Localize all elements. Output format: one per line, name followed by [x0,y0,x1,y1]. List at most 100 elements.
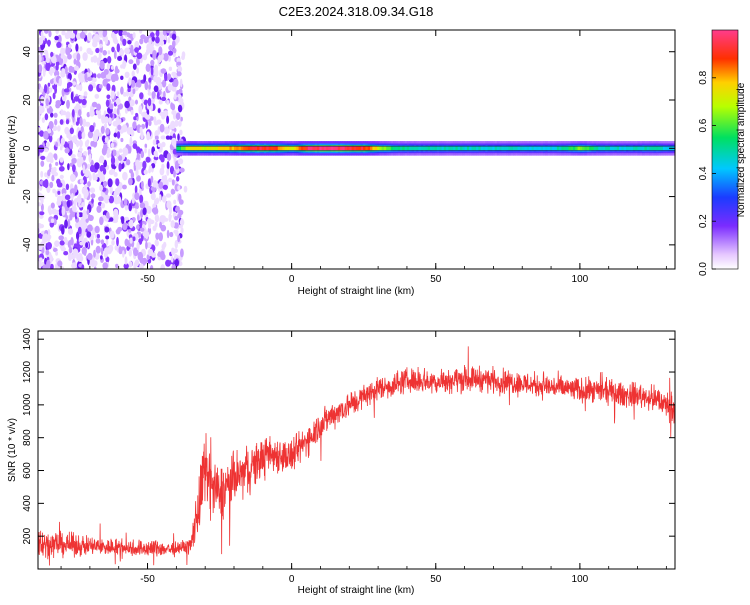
noise-speckle [159,123,165,133]
noise-speckle [153,116,157,124]
noise-speckle [171,110,177,116]
noise-speckle [78,219,84,226]
noise-speckle [89,164,96,173]
noise-speckle [180,227,184,234]
noise-speckle [77,226,82,235]
noise-speckle [155,30,160,38]
noise-speckle [72,135,77,144]
noise-speckle [45,141,50,148]
noise-speckle [45,98,49,107]
noise-speckle [77,255,84,262]
x-tick-label: 100 [572,274,589,285]
signal-band-cell [556,146,560,151]
noise-speckle [102,50,107,56]
signal-band-cell [356,146,359,151]
signal-band-cell [450,146,454,151]
y-tick-label: 1000 [22,393,33,416]
signal-band-cell [508,146,512,151]
noise-speckle [160,264,165,269]
noise-speckle [154,135,159,140]
noise-speckle [55,100,62,106]
noise-speckle [132,63,137,70]
noise-speckle [98,30,103,38]
noise-speckle [146,48,150,55]
noise-speckle [147,178,151,188]
noise-speckle [162,30,167,36]
noise-speckle [148,47,154,55]
noise-speckle [174,119,179,127]
signal-band-cell [208,146,212,151]
noise-speckle [73,243,78,248]
noise-speckle [173,229,179,234]
noise-speckle [49,66,53,76]
noise-speckle [177,120,182,127]
signal-band-cell [388,146,392,151]
noise-speckle [104,195,110,200]
noise-speckle [133,247,139,257]
spectrogram-panel: -50 0 50 100 -40 -20 0 20 40 Height of straight … [7,29,676,297]
signal-band-cell [651,146,655,151]
noise-speckle [157,143,162,148]
noise-speckle [137,251,144,261]
noise-speckle [60,246,66,252]
signal-band-cell [317,146,320,151]
noise-speckle [82,52,88,61]
noise-speckle [145,119,149,129]
noise-speckle [56,182,63,188]
signal-band-cell [210,146,214,151]
noise-speckle [94,225,100,234]
noise-speckle [86,209,90,215]
noise-speckle [66,200,71,208]
noise-speckle [54,35,59,41]
noise-speckle [63,236,68,243]
noise-speckle [110,73,117,83]
noise-speckle [170,220,175,228]
noise-speckle [148,84,152,90]
noise-speckle [168,213,172,223]
signal-band-cell [554,146,558,151]
noise-speckle [176,71,182,77]
noise-speckle [67,252,73,262]
noise-speckle [42,234,48,241]
noise-speckle [100,255,103,260]
signal-band-cell [600,146,604,151]
noise-speckle [70,91,74,101]
noise-speckle [130,109,134,115]
signal-band-cell [268,146,272,151]
signal-band-cell [471,146,475,151]
signal-band-cell [621,146,625,151]
noise-speckle [105,99,110,108]
noise-speckle [44,113,49,121]
noise-speckle [160,224,167,232]
signal-band-cell [570,146,574,151]
signal-band-cell [510,146,514,151]
noise-speckle [86,163,91,170]
noise-speckle [67,228,74,235]
noise-speckle [106,247,112,255]
snr-line-layer [38,346,675,566]
signal-band-cell [236,146,239,151]
noise-speckle [50,263,54,269]
noise-speckle [70,238,74,246]
noise-speckle [134,47,140,53]
spectrogram-ylabel: Frequency (Hz) [7,116,18,185]
noise-speckle [86,139,90,145]
noise-speckle [136,52,143,60]
noise-speckle [177,65,183,73]
signal-band-cell [374,146,378,151]
noise-speckle [158,232,163,242]
signal-band-cell [602,146,606,151]
noise-speckle [139,126,143,134]
noise-speckle [77,72,84,80]
signal-band-cell [206,146,209,151]
signal-band-cell [536,146,539,151]
signal-band-cell [351,146,355,151]
noise-speckle [93,266,97,269]
signal-band-cell [204,146,207,151]
noise-speckle [47,128,52,134]
noise-speckle [142,207,147,216]
noise-speckle [157,251,161,257]
noise-speckle [106,152,111,158]
noise-speckle [84,121,91,127]
signal-band-cell [187,146,191,151]
